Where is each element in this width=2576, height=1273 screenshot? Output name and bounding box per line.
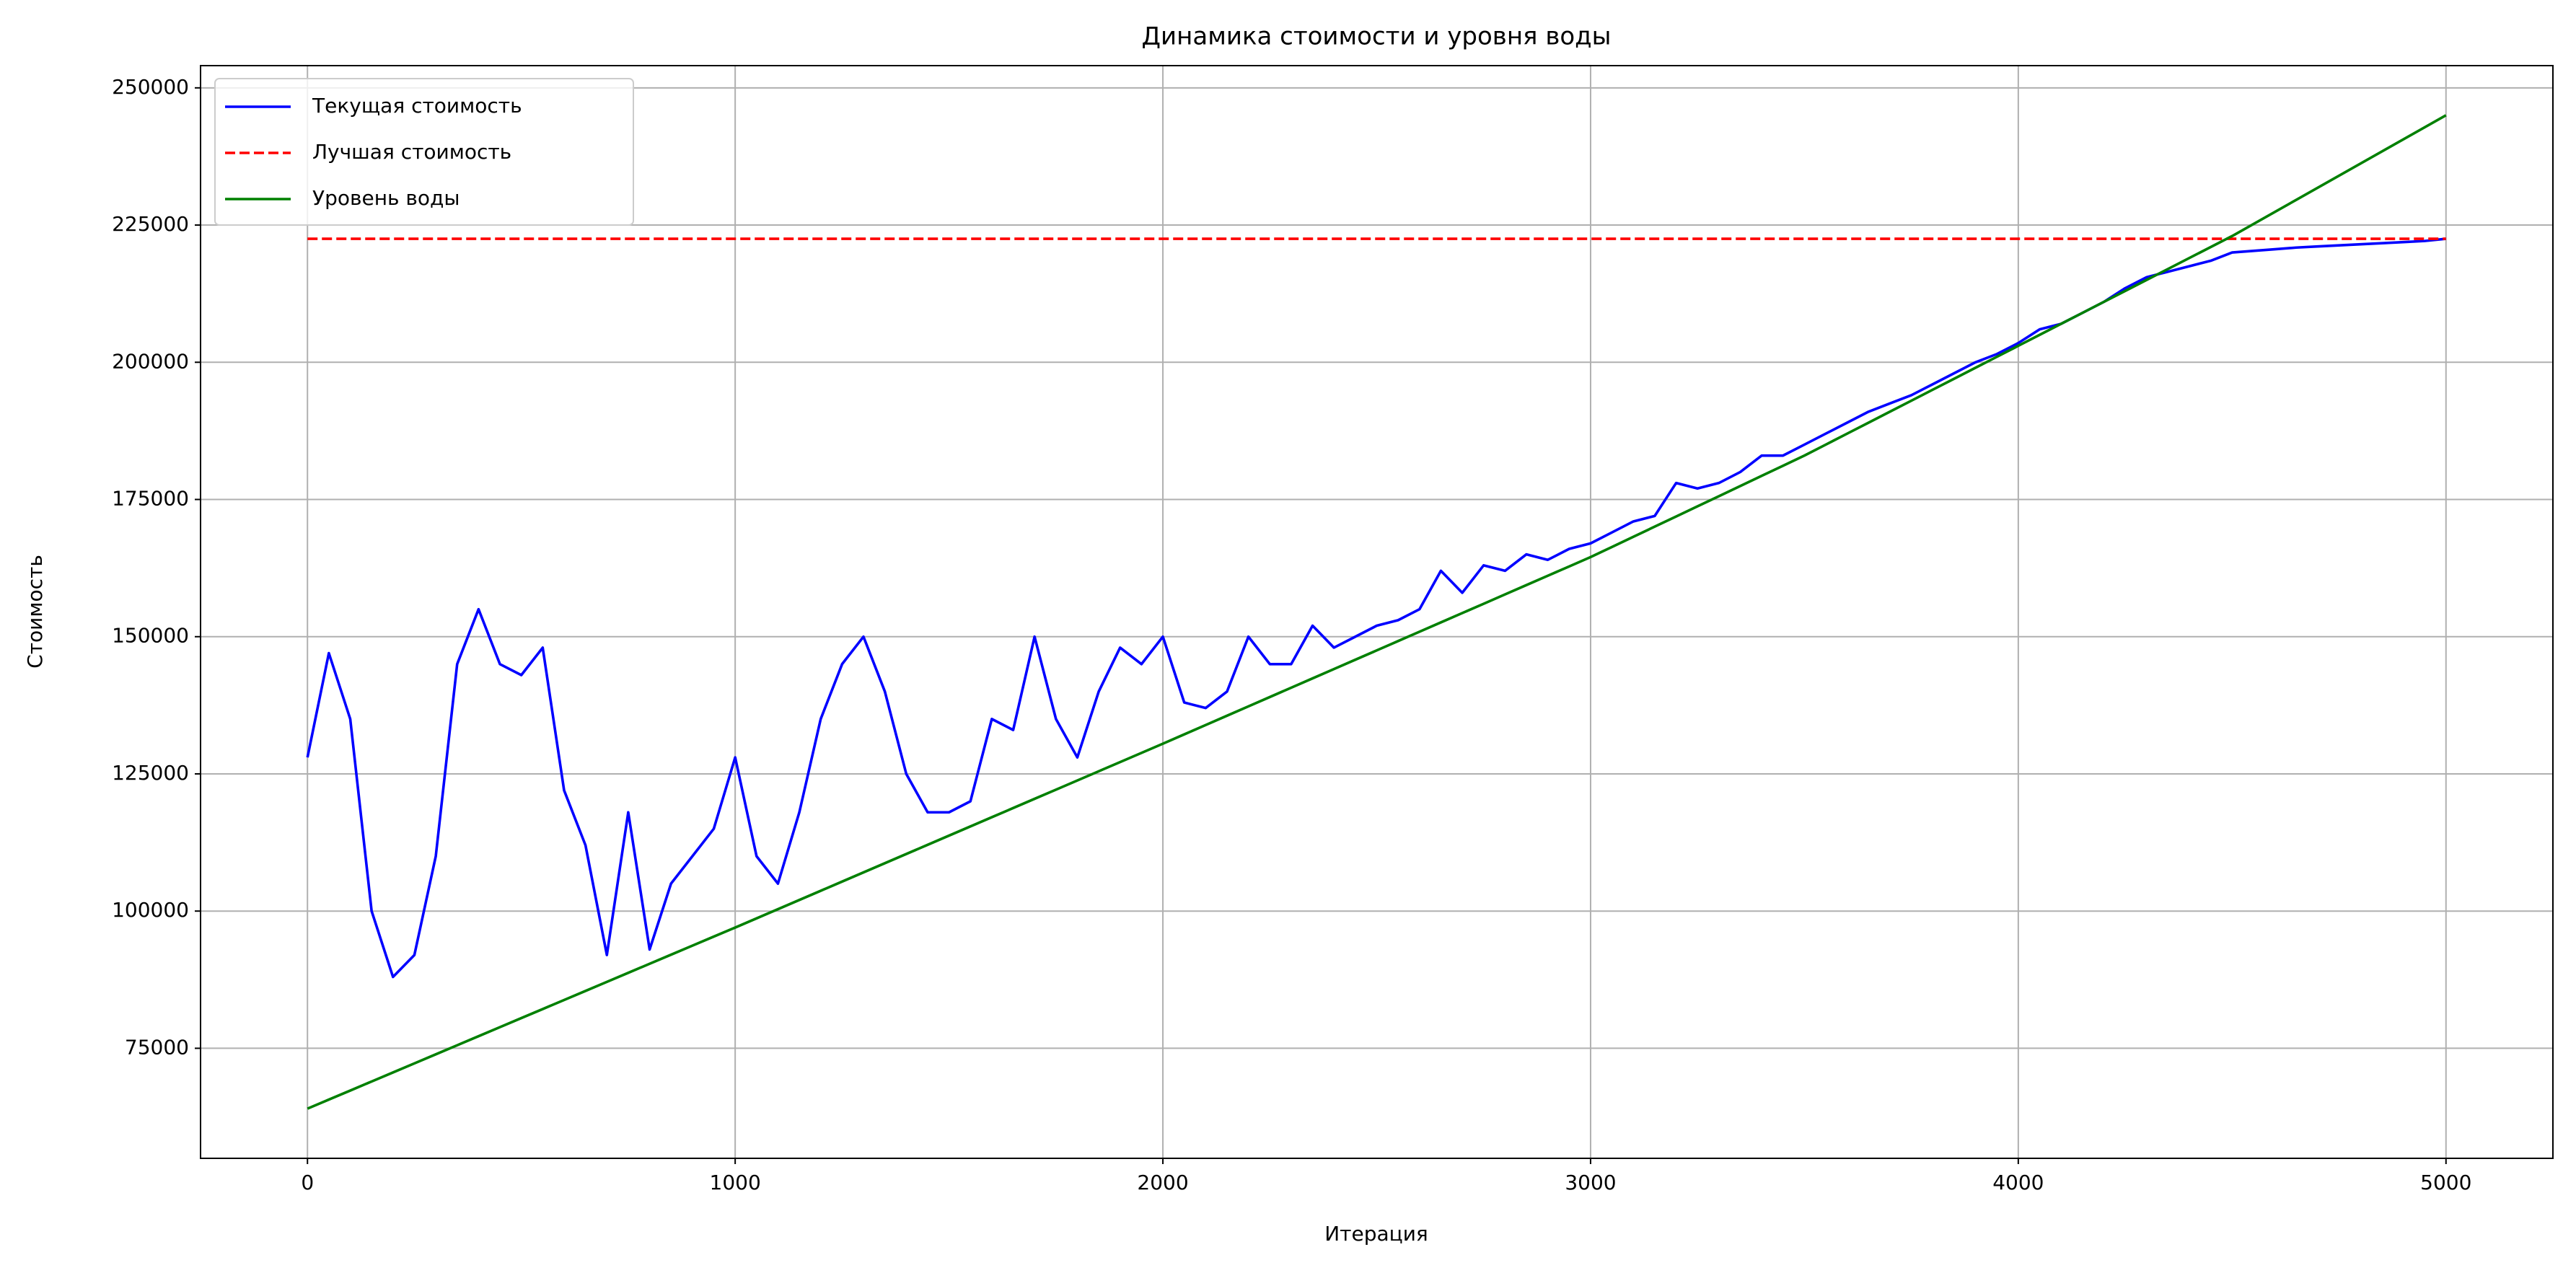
x-tick-label: 1000 — [710, 1171, 761, 1194]
legend-box — [214, 78, 634, 226]
y-tick-label: 200000 — [112, 349, 189, 373]
y-tick-label: 100000 — [112, 898, 189, 922]
x-axis-label: Итерация — [1324, 1222, 1428, 1246]
y-axis-label: Стоимость — [23, 555, 47, 669]
plot-frame — [200, 65, 2554, 1159]
x-tick-label: 0 — [301, 1171, 314, 1194]
x-tick-label: 3000 — [1565, 1171, 1616, 1194]
y-tick-label: 175000 — [112, 487, 189, 511]
x-tick-label: 5000 — [2420, 1171, 2471, 1194]
series-line — [307, 114, 2447, 1110]
x-tick-label: 2000 — [1137, 1171, 1188, 1194]
legend-label: Уровень воды — [312, 186, 460, 210]
y-tick-label: 75000 — [125, 1035, 189, 1059]
y-tick-label: 125000 — [112, 761, 189, 785]
legend-label: Текущая стоимость — [312, 94, 522, 118]
x-tick-label: 4000 — [1992, 1171, 2044, 1194]
y-tick-label: 250000 — [112, 75, 189, 99]
chart-title: Динамика стоимости и уровня воды — [1141, 22, 1611, 51]
legend-label: Лучшая стоимость — [312, 140, 511, 164]
y-tick-label: 225000 — [112, 212, 189, 236]
y-tick-label: 150000 — [112, 624, 189, 648]
legend: Текущая стоимость Лучшая стоимость Уровень… — [214, 78, 634, 226]
